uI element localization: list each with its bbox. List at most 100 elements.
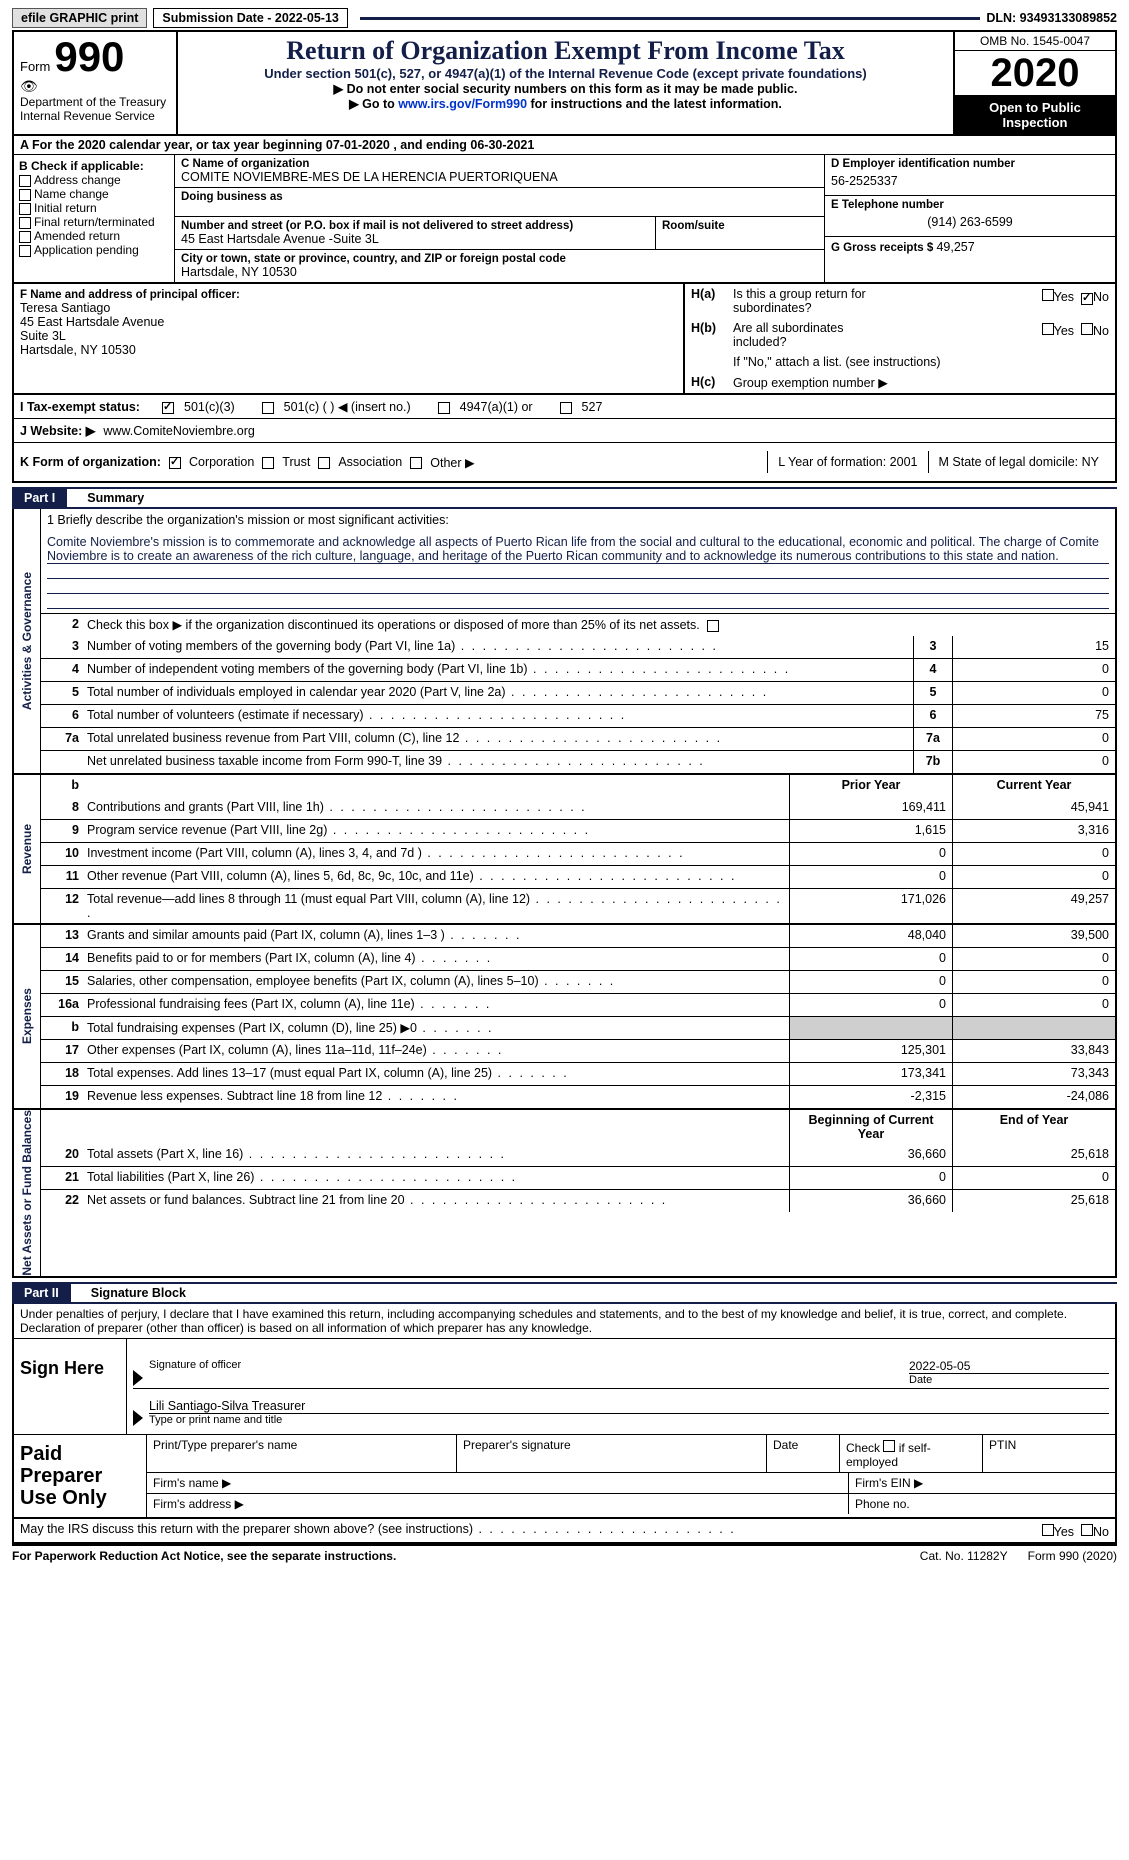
D-label: D Employer identification number <box>831 158 1109 170</box>
chk-discuss-no[interactable] <box>1081 1524 1093 1536</box>
chk-4947[interactable] <box>438 402 450 414</box>
prior-year-value: 36,660 <box>789 1190 952 1212</box>
current-year-value: 0 <box>952 948 1115 970</box>
ein: 56-2525337 <box>831 170 1109 192</box>
line-num: 11 <box>41 866 83 888</box>
prior-year-value: 169,411 <box>789 797 952 819</box>
telephone: (914) 263-6599 <box>831 211 1109 233</box>
line-key: 4 <box>913 659 952 681</box>
prior-year-value <box>789 1017 952 1039</box>
chk-group-no[interactable] <box>1081 293 1093 305</box>
chk-501c3[interactable] <box>162 402 174 414</box>
current-year-value: 39,500 <box>952 925 1115 947</box>
chk-trust[interactable] <box>262 457 274 469</box>
chk-other[interactable] <box>410 457 422 469</box>
mission-text: Comite Noviembre's mission is to commemo… <box>47 535 1109 564</box>
chk-sub-no[interactable] <box>1081 323 1093 335</box>
prep-name-label: Print/Type preparer's name <box>147 1435 457 1472</box>
chk-initial-return[interactable] <box>19 203 31 215</box>
line-value: 15 <box>952 636 1115 658</box>
efile-print-button[interactable]: efile GRAPHIC print <box>12 8 147 28</box>
prior-year-value: 0 <box>789 971 952 993</box>
instructions-link[interactable]: ▶ Go to www.irs.gov/Form990 for instruct… <box>184 96 947 111</box>
chk-final-return[interactable] <box>19 217 31 229</box>
paid-preparer-label: Paid Preparer Use Only <box>14 1435 146 1517</box>
line-2: Check this box ▶ if the organization dis… <box>83 614 1115 636</box>
period-line-A: A For the 2020 calendar year, or tax yea… <box>12 136 1117 155</box>
discuss-question: May the IRS discuss this return with the… <box>20 1522 1034 1539</box>
city-label: City or town, state or province, country… <box>181 253 818 265</box>
line-desc: Program service revenue (Part VIII, line… <box>83 820 789 842</box>
line-desc: Total unrelated business revenue from Pa… <box>83 728 913 750</box>
chk-address-change[interactable] <box>19 175 31 187</box>
ptin-label: PTIN <box>983 1435 1115 1472</box>
omb-number: OMB No. 1545-0047 <box>955 32 1115 51</box>
group-exemption: Group exemption number ▶ <box>733 375 888 390</box>
catalog-no: Cat. No. 11282Y <box>900 1549 1028 1563</box>
line-num: 19 <box>41 1086 83 1108</box>
prior-year-value: 1,615 <box>789 820 952 842</box>
chk-assoc[interactable] <box>318 457 330 469</box>
dln: DLN: 93493133089852 <box>986 11 1117 25</box>
current-year-value: 73,343 <box>952 1063 1115 1085</box>
part1-header: Part I Summary <box>12 487 1117 509</box>
G-label: G Gross receipts $ <box>831 242 936 254</box>
line-num: 3 <box>41 636 83 658</box>
chk-amended-return[interactable] <box>19 231 31 243</box>
col-beg-year: Beginning of Current Year <box>789 1110 952 1144</box>
chk-discontinued[interactable] <box>707 620 719 632</box>
H-note: If "No," attach a list. (see instruction… <box>733 355 941 369</box>
line-value: 0 <box>952 728 1115 750</box>
current-year-value: 49,257 <box>952 889 1115 923</box>
prior-year-value: 0 <box>789 866 952 888</box>
line-desc: Total revenue—add lines 8 through 11 (mu… <box>83 889 789 923</box>
section-B-title: B Check if applicable: <box>19 159 169 173</box>
chk-discuss-yes[interactable] <box>1042 1524 1054 1536</box>
chk-527[interactable] <box>560 402 572 414</box>
chk-sub-yes[interactable] <box>1042 323 1054 335</box>
chk-app-pending[interactable] <box>19 245 31 257</box>
I-label: I Tax-exempt status: <box>20 400 152 414</box>
chk-name-change[interactable] <box>19 189 31 201</box>
tab-revenue: Revenue <box>20 824 34 874</box>
current-year-value: 25,618 <box>952 1190 1115 1212</box>
prior-year-value: 48,040 <box>789 925 952 947</box>
prior-year-value: 0 <box>789 994 952 1016</box>
officer-name: Teresa Santiago <box>20 301 110 315</box>
paperwork-notice: For Paperwork Reduction Act Notice, see … <box>12 1549 900 1563</box>
line-num: 14 <box>41 948 83 970</box>
col-end-year: End of Year <box>952 1110 1115 1144</box>
chk-corp[interactable] <box>169 457 181 469</box>
prior-year-value: 0 <box>789 1167 952 1189</box>
chk-self-employed[interactable] <box>883 1440 895 1452</box>
current-year-value: 0 <box>952 843 1115 865</box>
line-num: 15 <box>41 971 83 993</box>
street-address: 45 East Hartsdale Avenue -Suite 3L <box>181 232 649 246</box>
line-num: 10 <box>41 843 83 865</box>
line-desc: Professional fundraising fees (Part IX, … <box>83 994 789 1016</box>
form-number: 990 <box>54 36 124 78</box>
org-name: COMITE NOVIEMBRE-MES DE LA HERENCIA PUER… <box>181 170 818 184</box>
officer-addr-1: 45 East Hartsdale Avenue <box>20 315 164 329</box>
current-year-value: 0 <box>952 866 1115 888</box>
line-num: 5 <box>41 682 83 704</box>
prior-year-value: 173,341 <box>789 1063 952 1085</box>
website[interactable]: www.ComiteNoviembre.org <box>103 424 254 438</box>
firm-name-label: Firm's name ▶ <box>147 1473 849 1493</box>
prior-year-value: 125,301 <box>789 1040 952 1062</box>
col-current-year: Current Year <box>952 775 1115 797</box>
top-strip: efile GRAPHIC print Submission Date - 20… <box>12 8 1117 28</box>
line-num: b <box>41 1017 83 1039</box>
submission-date: Submission Date - 2022-05-13 <box>153 8 347 28</box>
dept-irs: Internal Revenue Service <box>20 109 170 123</box>
chk-group-yes[interactable] <box>1042 289 1054 301</box>
line-num: 7a <box>41 728 83 750</box>
chk-501c[interactable] <box>262 402 274 414</box>
line-key: 3 <box>913 636 952 658</box>
line-num <box>41 751 83 773</box>
current-year-value: 25,618 <box>952 1144 1115 1166</box>
line-desc: Number of voting members of the governin… <box>83 636 913 658</box>
addr-label: Number and street (or P.O. box if mail i… <box>181 220 649 232</box>
current-year-value: 3,316 <box>952 820 1115 842</box>
line-desc: Net unrelated business taxable income fr… <box>83 751 913 773</box>
